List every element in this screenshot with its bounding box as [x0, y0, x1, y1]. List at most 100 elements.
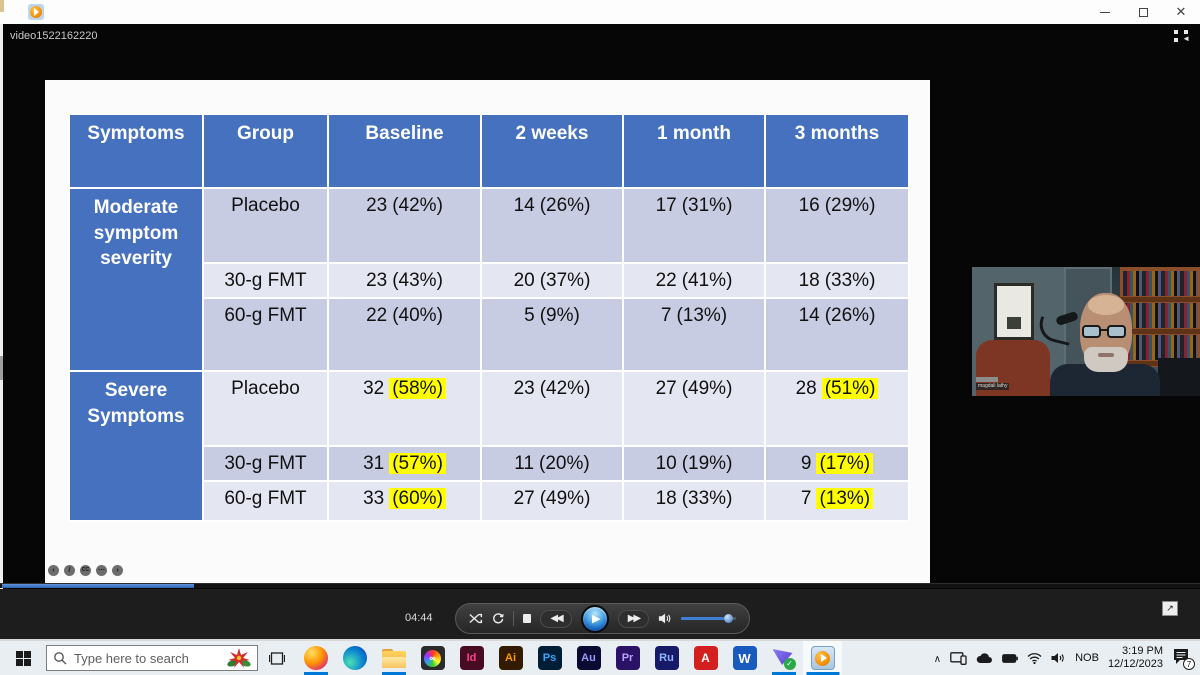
- cell-value: 23 (42%): [327, 187, 482, 264]
- maximize-button[interactable]: [1126, 0, 1160, 24]
- group-label-moderate: Moderate symptom severity: [68, 187, 204, 372]
- firefox-icon: [303, 646, 328, 670]
- taskbar-item-illustrator[interactable]: Ai: [491, 641, 530, 675]
- taskbar-apps: ∞ Id Ai Ps Au Pr Ru A W ✓: [296, 641, 842, 675]
- screen-edge-strip: [0, 24, 3, 641]
- cell-value: 10 (19%): [622, 445, 766, 482]
- taskbar-item-rush[interactable]: Ru: [647, 641, 686, 675]
- search-input[interactable]: Type here to search: [46, 645, 258, 671]
- player-controls: ◀◀ ▶ ▶▶: [455, 603, 750, 634]
- taskbar-item-word[interactable]: W: [725, 641, 764, 675]
- taskbar-item-media-player[interactable]: [803, 641, 842, 675]
- minimize-button[interactable]: [1088, 0, 1122, 24]
- start-button[interactable]: [0, 641, 46, 675]
- elapsed-time: 04:44: [405, 612, 433, 624]
- cell-value: 17 (31%): [622, 187, 766, 264]
- repeat-icon[interactable]: [492, 612, 504, 626]
- seek-bar[interactable]: [0, 583, 1200, 588]
- playlist-grid-icon[interactable]: ◄: [1174, 30, 1190, 43]
- stop-button[interactable]: [523, 614, 532, 623]
- screen-edge-notch: [0, 356, 3, 380]
- volume-tray-icon[interactable]: [1051, 652, 1066, 664]
- table-row: Moderate symptom severity Placebo 23 (42%…: [68, 187, 910, 372]
- media-player-icon: [810, 646, 835, 670]
- rush-icon: Ru: [654, 646, 679, 670]
- taskbar-item-acrobat[interactable]: A: [686, 641, 725, 675]
- notification-count-badge: 7: [1183, 658, 1195, 670]
- cell-group: Placebo: [202, 370, 329, 447]
- speaker-beard: [1084, 347, 1128, 372]
- table-row: 30-g FMT 23 (43%) 20 (37%) 22 (41%) 18 (33%): [69, 262, 910, 299]
- fast-forward-button[interactable]: ▶▶: [617, 609, 650, 628]
- onedrive-cloud-icon[interactable]: [976, 652, 993, 664]
- taskbar-item-photoshop[interactable]: Ps: [530, 641, 569, 675]
- acrobat-icon: A: [693, 646, 718, 670]
- close-button[interactable]: ✕: [1175, 4, 1187, 19]
- bookshelf: [1120, 267, 1200, 367]
- notification-center-button[interactable]: 7: [1172, 648, 1195, 670]
- picture-frame: [994, 283, 1034, 340]
- cell-value: 11 (20%): [480, 445, 624, 482]
- seasonal-flower-icon[interactable]: [227, 647, 251, 669]
- tray-time: 3:19 PM: [1122, 645, 1163, 657]
- shuffle-icon[interactable]: [469, 612, 483, 625]
- photoshop-icon: Ps: [537, 646, 562, 670]
- word-icon: W: [732, 646, 757, 670]
- volume-thumb[interactable]: [723, 614, 733, 623]
- security-vpn-icon: ✓: [772, 646, 796, 670]
- cell-value: 5 (9%): [480, 297, 624, 372]
- previous-slide-icon[interactable]: ‹: [48, 565, 59, 576]
- cell-value: 32 (58%): [327, 370, 482, 447]
- task-view-button[interactable]: [258, 641, 296, 675]
- webcam-mic-indicator: [976, 377, 998, 382]
- wifi-icon[interactable]: [1027, 652, 1042, 664]
- notification-icon: [1174, 649, 1188, 664]
- indesign-icon: Id: [459, 646, 484, 670]
- hidden-icons-chevron-icon[interactable]: ∧: [933, 653, 942, 665]
- taskbar-item-edge[interactable]: [335, 641, 374, 675]
- col-header-1month: 1 month: [622, 113, 766, 189]
- popout-icon[interactable]: ↗: [1162, 601, 1178, 616]
- table-row: 30-g FMT 31 (57%) 11 (20%) 10 (19%) 9 (17%): [69, 445, 910, 482]
- col-header-symptoms: Symptoms: [68, 113, 204, 189]
- glasses-right-lens: [1107, 325, 1126, 338]
- cell-value: 28 (51%): [764, 370, 910, 447]
- cell-value: 22 (40%): [327, 297, 482, 372]
- cell-value: 23 (42%): [480, 370, 624, 447]
- table-row: 60-g FMT 22 (40%) 5 (9%) 7 (13%) 14 (26%): [69, 297, 910, 372]
- taskbar-item-security-vpn[interactable]: ✓: [764, 641, 803, 675]
- connected-devices-icon[interactable]: [950, 651, 967, 665]
- file-explorer-icon: [381, 648, 406, 668]
- col-header-group: Group: [202, 113, 329, 189]
- rewind-button[interactable]: ◀◀: [540, 609, 572, 628]
- creative-cloud-icon: ∞: [420, 646, 445, 670]
- taskbar-item-premiere[interactable]: Pr: [608, 641, 647, 675]
- clock[interactable]: 3:19 PM 12/12/2023: [1108, 645, 1163, 671]
- taskbar-item-firefox[interactable]: [296, 641, 335, 675]
- captions-icon[interactable]: CC: [80, 565, 91, 576]
- taskbar-item-indesign[interactable]: Id: [452, 641, 491, 675]
- seek-progress: [2, 584, 194, 588]
- table-row: Severe Symptoms Placebo 32 (58%) 23 (42%) …: [68, 370, 910, 522]
- taskbar-item-audition[interactable]: Au: [569, 641, 608, 675]
- volume-slider[interactable]: [681, 614, 736, 623]
- volume-icon[interactable]: [658, 612, 672, 625]
- cell-value: 9 (17%): [764, 445, 910, 482]
- battery-icon[interactable]: [1002, 653, 1018, 663]
- glasses-bridge: [1100, 329, 1108, 331]
- search-icon: [54, 652, 67, 665]
- glasses-left-lens: [1082, 325, 1101, 338]
- taskbar: Type here to search ∞ Id: [0, 641, 1200, 675]
- cell-value: 33 (60%): [327, 480, 482, 522]
- window-bottom-edge: [0, 639, 1200, 641]
- col-header-3months: 3 months: [764, 113, 910, 189]
- taskbar-item-creative-cloud[interactable]: ∞: [413, 641, 452, 675]
- cell-group: Placebo: [202, 187, 329, 264]
- play-button[interactable]: ▶: [580, 604, 609, 633]
- taskbar-item-file-explorer[interactable]: [374, 641, 413, 675]
- pen-icon[interactable]: /: [64, 565, 75, 576]
- next-slide-icon[interactable]: ›: [112, 565, 123, 576]
- more-options-icon[interactable]: ⋯: [96, 565, 107, 576]
- participant-name-tag: magdali lathy: [976, 383, 1010, 390]
- language-indicator[interactable]: NOB: [1075, 652, 1099, 664]
